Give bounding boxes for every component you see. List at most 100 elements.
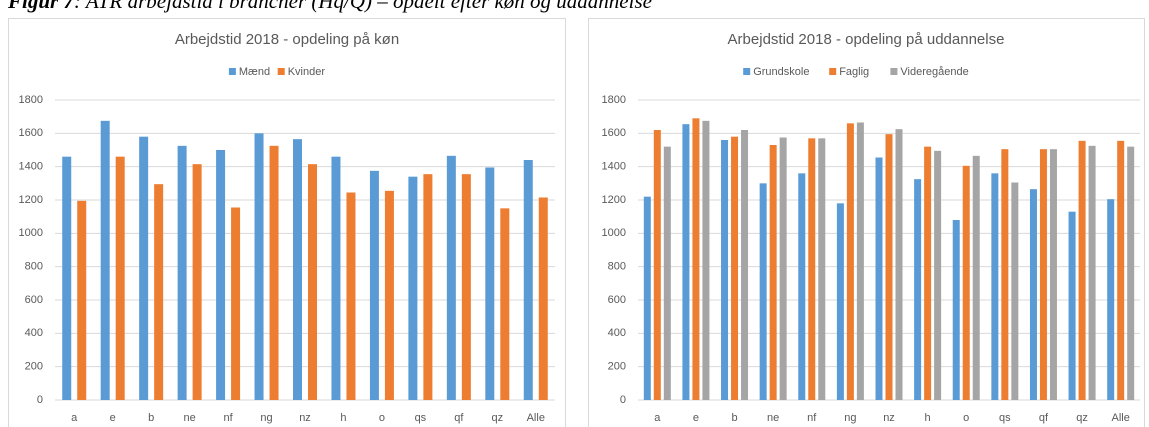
x-tick-label: nf	[807, 412, 817, 424]
bar	[818, 138, 826, 401]
x-tick-label: qs	[999, 412, 1011, 424]
x-tick-label: e	[693, 412, 699, 424]
bar	[1029, 189, 1037, 400]
bar	[77, 200, 87, 400]
bar	[798, 173, 806, 400]
legend-swatch	[890, 68, 898, 75]
x-tick-label: Alle	[527, 412, 545, 424]
bar	[759, 183, 767, 400]
bar	[62, 156, 72, 400]
bar	[331, 156, 341, 400]
bar	[914, 179, 922, 400]
bar	[177, 145, 187, 400]
x-tick-label: Alle	[1112, 412, 1130, 424]
bar	[269, 145, 279, 400]
bar	[836, 203, 844, 400]
bar	[1049, 149, 1057, 400]
bar	[423, 174, 433, 400]
y-tick-label: 400	[608, 327, 626, 339]
x-tick-label: qf	[1039, 412, 1049, 424]
bar	[1117, 140, 1125, 401]
bar	[538, 197, 548, 400]
bar	[856, 122, 864, 400]
bar	[384, 190, 394, 400]
bar	[962, 165, 970, 400]
bar	[721, 140, 729, 400]
x-tick-label: qf	[454, 412, 464, 424]
bar	[231, 207, 241, 400]
y-tick-label: 1400	[19, 161, 43, 173]
bar	[523, 160, 533, 400]
legend-swatch	[829, 68, 837, 75]
y-tick-label: 200	[608, 361, 626, 373]
y-tick-label: 1400	[602, 161, 626, 173]
bar	[1068, 211, 1076, 400]
y-tick-label: 800	[25, 261, 43, 273]
x-tick-label: o	[379, 412, 385, 424]
bar	[293, 139, 302, 400]
y-tick-label: 0	[620, 394, 626, 406]
bar	[254, 133, 264, 401]
y-tick-label: 1800	[19, 94, 43, 106]
bar	[875, 157, 883, 400]
bar	[346, 192, 356, 400]
bar	[1127, 146, 1135, 400]
x-tick-label: ng	[844, 412, 856, 424]
bar	[731, 136, 739, 400]
x-tick-label: qs	[415, 412, 427, 424]
bar	[115, 156, 125, 400]
bar	[408, 176, 418, 400]
y-tick-label: 600	[608, 294, 626, 306]
y-tick-label: 1200	[602, 194, 626, 206]
x-tick-label: o	[963, 412, 969, 424]
y-tick-label: 200	[25, 361, 43, 373]
y-tick-label: 1200	[19, 194, 43, 206]
legend-label: Kvinder	[288, 66, 326, 78]
bar	[991, 173, 999, 400]
bar	[485, 167, 495, 400]
bar	[643, 196, 651, 400]
legend-swatch	[743, 68, 751, 75]
x-tick-label: nf	[223, 412, 233, 424]
bar	[1001, 149, 1009, 400]
bar	[808, 138, 816, 401]
x-tick-label: nz	[299, 412, 311, 424]
bar	[846, 123, 854, 400]
chart-frame	[8, 18, 566, 427]
bar	[934, 150, 942, 400]
bar	[885, 134, 893, 400]
caption-text: : ATR arbejdstid i brancher (Hq/Q) – opd…	[74, 0, 652, 13]
bar	[446, 155, 456, 400]
bar	[100, 120, 110, 400]
legend-label: Faglig	[839, 66, 869, 78]
bar	[653, 130, 661, 400]
caption-label: Figur 7	[7, 0, 75, 13]
x-tick-label: qz	[491, 412, 503, 424]
x-tick-label: b	[731, 412, 737, 424]
x-tick-label: ng	[260, 412, 272, 424]
x-tick-label: ne	[183, 412, 195, 424]
bar	[682, 124, 690, 401]
y-tick-label: 800	[608, 261, 626, 273]
bar	[500, 208, 510, 400]
chart-title: Arbejdstid 2018 - opdeling på køn	[175, 31, 399, 48]
x-tick-label: a	[71, 412, 78, 424]
chart-title: Arbejdstid 2018 - opdeling på uddannelse	[728, 31, 1005, 48]
x-tick-label: h	[925, 412, 931, 424]
bar	[369, 170, 379, 400]
bar	[692, 118, 700, 400]
y-tick-label: 600	[25, 294, 43, 306]
caption: Figur 7: ATR arbejdstid i brancher (Hq/Q…	[7, 0, 652, 13]
bar	[154, 184, 164, 400]
legend-label: Grundskole	[753, 66, 809, 78]
bar	[1078, 140, 1086, 401]
x-tick-label: b	[148, 412, 154, 424]
legend-label: Videregående	[900, 66, 968, 78]
y-tick-label: 400	[25, 327, 43, 339]
bar	[192, 164, 202, 400]
x-tick-label: ne	[767, 412, 779, 424]
bar	[461, 174, 471, 400]
legend-swatch	[277, 68, 285, 75]
